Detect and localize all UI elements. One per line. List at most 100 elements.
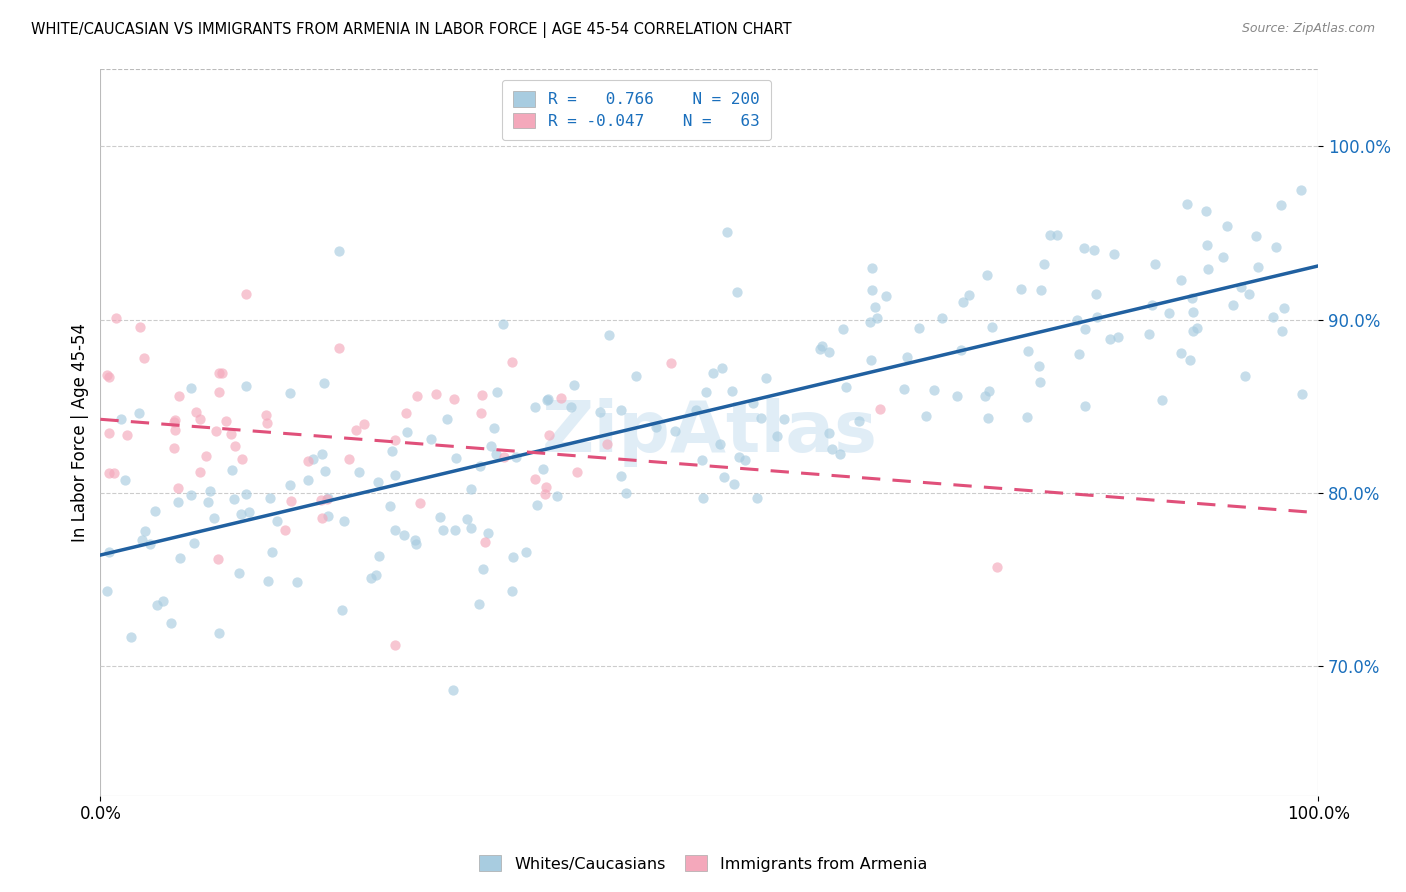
Point	[180, 381, 202, 395]
Point	[482, 421, 505, 435]
Point	[256, 574, 278, 588]
Point	[472, 562, 495, 576]
Point	[524, 473, 547, 487]
Point	[167, 389, 190, 403]
Point	[986, 560, 1008, 574]
Point	[598, 327, 620, 342]
Point	[485, 384, 508, 399]
Point	[485, 447, 508, 461]
Point	[129, 319, 152, 334]
Point	[384, 638, 406, 652]
Point	[110, 412, 132, 426]
Point	[860, 261, 883, 276]
Point	[432, 523, 454, 537]
Point	[97, 545, 120, 559]
Point	[976, 268, 998, 283]
Point	[893, 382, 915, 396]
Point	[713, 470, 735, 484]
Point	[1182, 324, 1205, 338]
Point	[1028, 375, 1050, 389]
Point	[1039, 228, 1062, 243]
Point	[502, 550, 524, 565]
Point	[208, 626, 231, 640]
Point	[96, 584, 118, 599]
Point	[381, 444, 404, 458]
Point	[821, 442, 844, 457]
Point	[384, 433, 406, 447]
Point	[395, 425, 418, 439]
Point	[208, 384, 231, 399]
Point	[1150, 392, 1173, 407]
Point	[408, 496, 430, 510]
Point	[866, 311, 889, 326]
Point	[208, 366, 231, 380]
Point	[256, 416, 278, 430]
Point	[419, 432, 441, 446]
Point	[596, 437, 619, 451]
Point	[567, 466, 589, 480]
Point	[131, 533, 153, 548]
Point	[1066, 313, 1088, 327]
Point	[1170, 346, 1192, 360]
Point	[117, 428, 139, 442]
Point	[202, 511, 225, 525]
Point	[977, 384, 1000, 398]
Point	[146, 598, 169, 612]
Point	[260, 545, 283, 559]
Point	[716, 225, 738, 239]
Point	[980, 320, 1002, 334]
Point	[908, 321, 931, 335]
Point	[808, 342, 831, 356]
Point	[1073, 241, 1095, 255]
Point	[297, 454, 319, 468]
Point	[1033, 258, 1056, 272]
Point	[231, 507, 253, 521]
Point	[405, 537, 427, 551]
Point	[214, 414, 236, 428]
Point	[644, 420, 666, 434]
Point	[134, 351, 156, 365]
Point	[406, 389, 429, 403]
Point	[830, 447, 852, 461]
Point	[456, 512, 478, 526]
Point	[875, 289, 897, 303]
Point	[1185, 321, 1208, 335]
Point	[711, 361, 734, 376]
Point	[368, 549, 391, 563]
Point	[723, 477, 745, 491]
Point	[1271, 324, 1294, 338]
Legend: R =   0.766    N = 200, R = -0.047    N =   63: R = 0.766 N = 200, R = -0.047 N = 63	[502, 80, 770, 140]
Point	[1181, 291, 1204, 305]
Point	[1195, 238, 1218, 252]
Point	[1237, 287, 1260, 301]
Point	[747, 491, 769, 505]
Point	[1046, 228, 1069, 243]
Point	[404, 533, 426, 548]
Point	[765, 428, 787, 442]
Point	[337, 452, 360, 467]
Point	[848, 414, 870, 428]
Point	[128, 406, 150, 420]
Point	[537, 392, 560, 407]
Point	[952, 294, 974, 309]
Point	[1098, 332, 1121, 346]
Point	[429, 509, 451, 524]
Point	[1291, 387, 1313, 401]
Point	[1137, 326, 1160, 341]
Point	[285, 574, 308, 589]
Point	[139, 536, 162, 550]
Point	[328, 244, 350, 258]
Point	[353, 417, 375, 432]
Point	[1212, 250, 1234, 264]
Point	[1197, 262, 1219, 277]
Point	[1017, 344, 1039, 359]
Point	[741, 396, 763, 410]
Point	[1177, 197, 1199, 211]
Point	[1170, 273, 1192, 287]
Point	[523, 400, 546, 414]
Point	[957, 288, 980, 302]
Point	[728, 450, 751, 464]
Point	[200, 483, 222, 498]
Point	[1265, 239, 1288, 253]
Point	[166, 481, 188, 495]
